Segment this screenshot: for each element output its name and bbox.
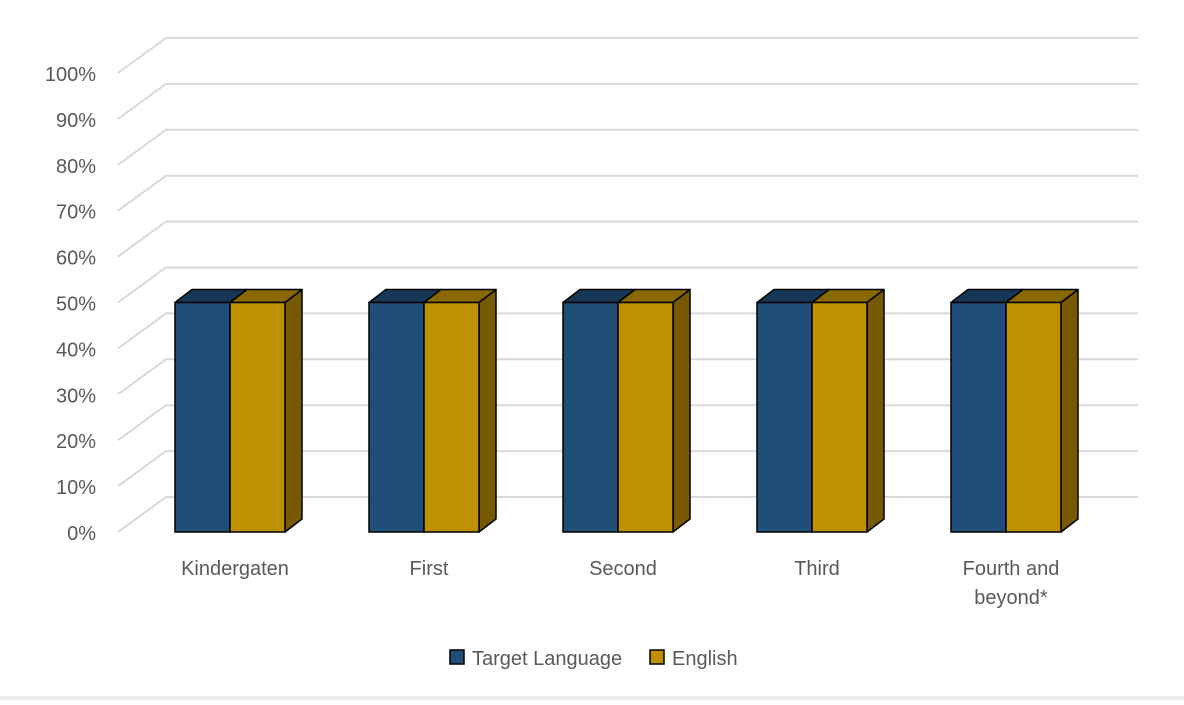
- y-tick-label: 70%: [56, 202, 96, 224]
- bar-front-face: [756, 301, 813, 533]
- gridline: [117, 174, 1138, 212]
- bar-front-face: [368, 301, 425, 533]
- bar-side-face: [1060, 288, 1079, 533]
- bar-front-face: [562, 301, 619, 533]
- y-tick-label: 60%: [56, 248, 96, 270]
- bar-english: [811, 288, 885, 533]
- bar-side-face: [478, 288, 497, 533]
- x-axis-tick-labels: Kindergaten First Second Third Fourth and bey…: [181, 558, 1059, 609]
- bar-front-face: [950, 301, 1007, 533]
- bar-front-face: [617, 301, 674, 533]
- y-tick-label: 100%: [45, 64, 96, 86]
- legend-item: English: [649, 648, 738, 670]
- y-axis-tick-labels: 0% 10% 20% 30% 40% 50% 60% 70% 80% 90% 100%: [45, 64, 96, 545]
- bar-front-face: [1005, 301, 1062, 533]
- bottom-border: [0, 696, 1184, 700]
- gridline: [117, 128, 1138, 166]
- bar-side-face: [284, 288, 303, 533]
- legend-item: Target Language: [449, 648, 622, 670]
- y-tick-label: 0%: [67, 523, 96, 545]
- x-tick-label: Third: [794, 558, 840, 580]
- y-tick-label: 80%: [56, 156, 96, 178]
- x-tick-label: Kindergaten: [181, 558, 289, 580]
- gridlines: [117, 37, 1138, 533]
- bar-english: [423, 288, 497, 533]
- gridline: [117, 82, 1138, 120]
- y-tick-label: 30%: [56, 385, 96, 407]
- legend: Target Language English: [449, 648, 738, 670]
- bar-side-face: [866, 288, 885, 533]
- bar-front-face: [174, 301, 231, 533]
- x-tick-label: First: [410, 558, 449, 580]
- bar-front-face: [811, 301, 868, 533]
- bar-front-face: [423, 301, 480, 533]
- legend-label: Target Language: [472, 648, 622, 670]
- bar-side-face: [672, 288, 691, 533]
- legend-swatch: [649, 649, 665, 665]
- y-tick-label: 90%: [56, 110, 96, 132]
- legend-swatch: [449, 649, 465, 665]
- y-tick-label: 20%: [56, 431, 96, 453]
- y-tick-label: 10%: [56, 477, 96, 499]
- gridline: [117, 220, 1138, 258]
- bars: [174, 288, 1079, 533]
- x-tick-label: Fourth and beyond*: [963, 558, 1060, 609]
- gridline: [117, 266, 1138, 304]
- gridline: [117, 37, 1138, 74]
- legend-label: English: [672, 648, 738, 670]
- bar-english: [229, 288, 303, 533]
- y-tick-label: 40%: [56, 339, 96, 361]
- x-tick-label: Second: [589, 558, 657, 580]
- bar-english: [617, 288, 691, 533]
- bar-front-face: [229, 301, 286, 533]
- bar-english: [1005, 288, 1079, 533]
- y-tick-label: 50%: [56, 294, 96, 316]
